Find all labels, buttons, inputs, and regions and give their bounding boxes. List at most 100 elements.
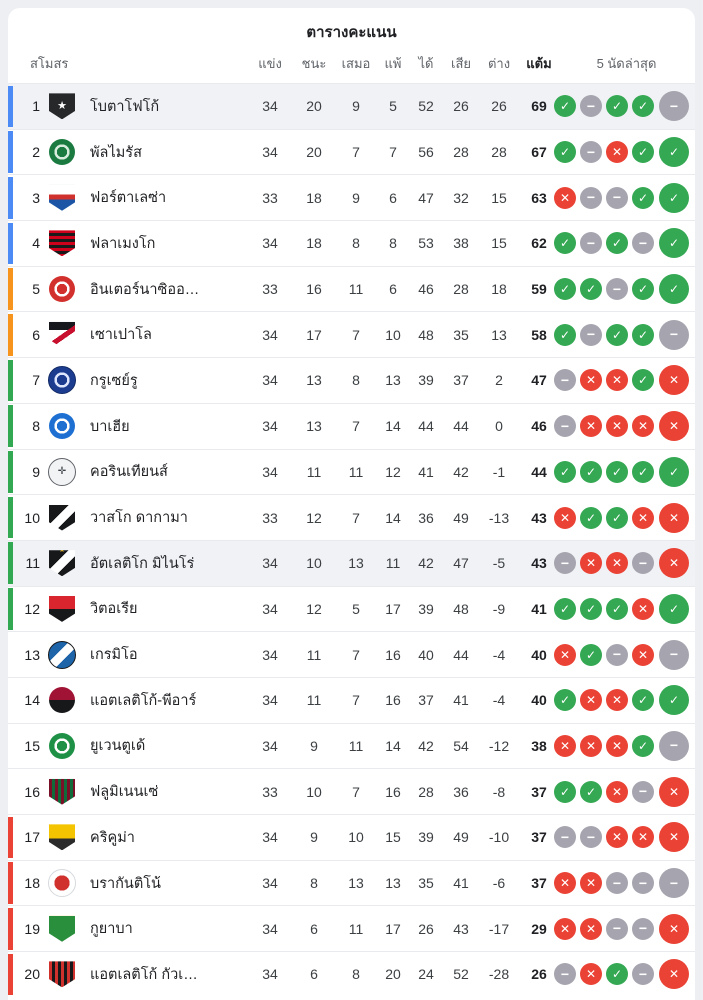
lost-value: 10 [385, 326, 401, 343]
goals-for-value: 35 [418, 875, 434, 892]
played-value: 34 [262, 920, 278, 937]
won-value: 6 [310, 920, 318, 937]
win-check-icon: ✓ [554, 689, 576, 712]
col-header-played: แข่ง [258, 55, 282, 71]
table-row[interactable]: 1 ★ โบตาโฟโก้ 34 20 9 5 52 26 26 69 ✓ − ✓ ✓… [8, 84, 695, 129]
drawn-value: 9 [352, 98, 360, 115]
rank-number: 6 [32, 326, 40, 343]
lost-value: 14 [385, 509, 401, 526]
draw-minus-icon: − [580, 323, 602, 346]
won-value: 13 [306, 418, 322, 435]
goal-diff-value: 28 [491, 144, 507, 161]
draw-minus-icon: − [632, 963, 654, 986]
table-row[interactable]: 11 ★ อัตเลติโก มิไนโร่ 34 10 13 11 42 47… [8, 539, 695, 586]
win-check-icon: ✓ [554, 141, 576, 164]
table-row[interactable]: 9 ✛ คอรินเทียนส์ 34 11 11 12 41 42 -1 44… [8, 448, 695, 495]
standings-card: ตารางคะแนน สโมสร แข่ง ชนะ เสมอ แพ้ ได้ เ… [8, 8, 695, 1000]
table-row[interactable]: 7 กรูเซย์รู 34 13 8 13 39 37 2 47 − ✕ ✕ ✓ ✕ [8, 357, 695, 403]
standings-title: ตารางคะแนน [306, 24, 397, 41]
goals-against-value: 36 [453, 783, 469, 800]
loss-cross-icon: ✕ [606, 552, 628, 575]
team-logo [40, 504, 84, 531]
zone-bar [8, 268, 13, 310]
table-header: สโมสร แข่ง ชนะ เสมอ แพ้ ได้ เสีย ต่าง แต… [8, 43, 695, 84]
goal-diff-value: -4 [492, 646, 506, 663]
goals-for-value: 39 [418, 372, 434, 389]
table-row[interactable]: 8 บาเฮีย 34 13 7 14 44 44 0 46 − ✕ ✕ ✕ ✕ [8, 402, 695, 449]
last5-form: − ✕ ✕ ✕ ✕ [554, 413, 693, 440]
team-badge-icon [49, 961, 75, 988]
table-row[interactable]: 18 บรากันติโน้ 34 8 13 13 35 41 -6 37 ✕ ✕… [8, 859, 695, 906]
table-row[interactable]: 14 แอตเลติโก้-พีอาร์ 34 11 7 16 37 41 -4… [8, 676, 695, 723]
last5-form: ✕ ✓ − ✕ − [554, 641, 693, 668]
table-row[interactable]: 20 แอตเลติโก้ กัวเ… 34 6 8 20 24 52 -28 … [8, 951, 695, 997]
table-row[interactable]: 2 พัลไมรัส 34 20 7 7 56 28 28 67 ✓ − ✕ ✓ ✓ [8, 128, 695, 175]
played-value: 34 [262, 829, 278, 846]
win-check-icon: ✓ [606, 963, 628, 986]
goal-diff-value: 0 [495, 418, 503, 435]
rank-number: 15 [24, 737, 40, 754]
zone-bar [8, 816, 13, 859]
played-value: 34 [262, 555, 278, 572]
last5-form: ✓ ✓ ✓ ✕ ✓ [554, 595, 693, 622]
team-logo [40, 366, 84, 395]
loss-cross-icon: ✕ [606, 826, 628, 849]
team-badge-icon [49, 595, 75, 622]
win-check-icon: ✓ [632, 369, 654, 392]
draw-minus-icon: − [606, 872, 628, 895]
played-value: 34 [262, 600, 278, 617]
goals-for-value: 46 [418, 281, 434, 298]
goals-for-value: 42 [418, 737, 434, 754]
table-row[interactable]: 6 เซาเปาโล 34 17 7 10 48 35 13 58 ✓ − ✓ ✓ − [8, 311, 695, 358]
rank-number: 9 [32, 463, 40, 480]
zone-bar [8, 313, 13, 356]
draw-minus-icon: − [580, 95, 602, 118]
played-value: 34 [262, 875, 278, 892]
table-row[interactable]: 15 ยูเวนตูเด้ 34 9 11 14 42 54 -12 38 ✕ ✕… [8, 722, 695, 769]
drawn-value: 11 [348, 463, 364, 480]
team-logo [40, 778, 84, 805]
team-name: วาสโก ดากามา [90, 510, 188, 527]
win-check-icon: ✓ [606, 95, 628, 118]
table-row[interactable]: 17 คริคูม่า 34 9 10 15 39 49 -10 37 − − ✕ ✕… [8, 814, 695, 860]
col-header-drawn: เสมอ [341, 55, 371, 71]
table-row[interactable]: 3 ฟอร์ตาเลซ่า 33 18 9 6 47 32 15 63 ✕ − − ✓… [8, 174, 695, 221]
last5-form: ✕ ✓ ✓ ✕ ✕ [554, 504, 693, 531]
zone-bar [8, 588, 13, 630]
lost-value: 8 [389, 235, 397, 252]
win-check-icon: ✓ [580, 460, 602, 483]
team-name: ฟลูมิเนนเซ่ [90, 784, 159, 801]
last5-form: − ✕ ✕ − ✕ [554, 550, 693, 577]
goals-against-value: 52 [453, 966, 469, 983]
draw-minus-icon: − [554, 552, 576, 575]
table-row[interactable]: 12 วิตอเรีย 34 12 5 17 39 48 -9 41 ✓ ✓ ✓ ✕ ✓ [8, 585, 695, 632]
loss-cross-icon: ✕ [632, 415, 654, 438]
team-logo [40, 595, 84, 622]
draw-minus-icon: − [661, 732, 687, 759]
team-badge-icon: ★ [49, 93, 75, 120]
win-check-icon: ✓ [554, 460, 576, 483]
team-logo [40, 184, 84, 211]
goals-against-value: 37 [453, 372, 469, 389]
draw-minus-icon: − [632, 872, 654, 895]
draw-minus-icon: − [606, 186, 628, 209]
badge-star-icon: ★ [58, 547, 66, 555]
played-value: 34 [262, 326, 278, 343]
win-check-icon: ✓ [632, 323, 654, 346]
table-row[interactable]: 16 ฟลูมิเนนเซ่ 33 10 7 16 28 36 -8 37 ✓ ✓… [8, 768, 695, 814]
loss-cross-icon: ✕ [661, 915, 687, 942]
drawn-value: 11 [348, 920, 364, 937]
table-row[interactable]: 4 ฟลาเมงโก 34 18 8 8 53 38 15 62 ✓ − ✓ − ✓ [8, 220, 695, 266]
played-value: 34 [262, 418, 278, 435]
table-row[interactable]: 10 วาสโก ดากามา 33 12 7 14 36 49 -13 43 … [8, 494, 695, 540]
win-check-icon: ✓ [580, 597, 602, 620]
table-row[interactable]: 5 อินเตอร์นาซิออ… 33 16 11 6 46 28 18 59… [8, 265, 695, 312]
rank-number: 2 [32, 144, 40, 161]
loss-cross-icon: ✕ [632, 826, 654, 849]
table-row[interactable]: 13 เกรมิโอ 34 11 7 16 40 44 -4 40 ✕ ✓ − ✕ − [8, 631, 695, 677]
rank-number: 16 [24, 783, 40, 800]
table-row[interactable]: 19 กูยาบา 34 6 11 17 26 43 -17 29 ✕ ✕ − − ✕ [8, 905, 695, 952]
draw-minus-icon: − [632, 232, 654, 255]
loss-cross-icon: ✕ [606, 734, 628, 757]
win-check-icon: ✓ [661, 184, 687, 211]
